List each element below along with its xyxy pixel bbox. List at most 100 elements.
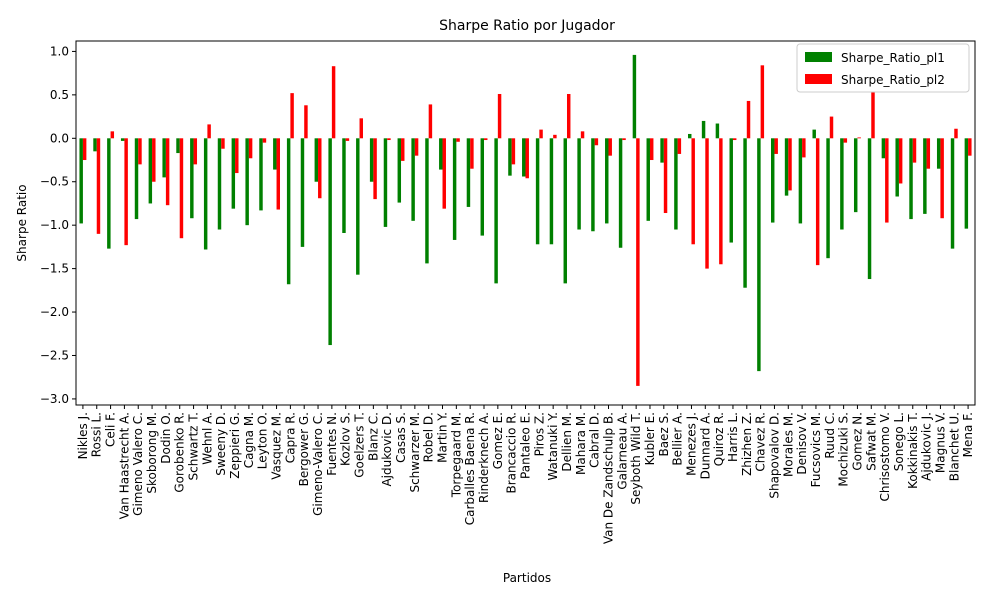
bar bbox=[466, 138, 471, 207]
x-tick-label: Seyboth Wild T. bbox=[629, 412, 643, 505]
bar bbox=[746, 100, 751, 139]
bar bbox=[217, 138, 222, 230]
bar bbox=[732, 138, 737, 141]
bar bbox=[926, 138, 931, 169]
x-tick-label: Piros Z. bbox=[532, 412, 546, 456]
x-tick-label: Dodin O. bbox=[159, 412, 173, 464]
bar bbox=[677, 138, 682, 154]
bar bbox=[871, 90, 875, 139]
x-tick-label: Ruud C. bbox=[823, 412, 837, 459]
bar bbox=[221, 138, 225, 149]
x-tick-label: Gorobenko R. bbox=[173, 412, 187, 493]
x-tick-label: Zhizhen Z. bbox=[740, 412, 754, 476]
bar bbox=[954, 128, 958, 139]
bar bbox=[373, 138, 377, 200]
y-tick-label: −2.5 bbox=[40, 348, 69, 362]
x-tick-label: Bellier A. bbox=[671, 412, 685, 466]
bar bbox=[152, 138, 156, 182]
bar bbox=[535, 138, 540, 245]
bar bbox=[508, 138, 512, 176]
bar bbox=[898, 138, 903, 184]
legend-label: Sharpe_Ratio_pl1 bbox=[841, 51, 945, 65]
y-tick-label: 0.0 bbox=[50, 131, 69, 145]
bar bbox=[276, 138, 281, 210]
bar bbox=[480, 138, 485, 236]
bar bbox=[719, 138, 723, 265]
bar bbox=[470, 138, 474, 169]
bar bbox=[760, 65, 765, 139]
x-tick-label: Nikles J. bbox=[76, 412, 90, 459]
x-tick-label: Vasquez M. bbox=[270, 412, 284, 480]
bar bbox=[165, 138, 170, 206]
bar bbox=[591, 138, 595, 232]
x-tick-label: Skoborong M. bbox=[145, 412, 159, 494]
legend-label: Sharpe_Ratio_pl2 bbox=[841, 73, 945, 87]
bar bbox=[563, 138, 567, 284]
bar bbox=[632, 54, 637, 139]
x-tick-label: Capra R. bbox=[283, 412, 297, 463]
bar bbox=[705, 138, 709, 269]
bar bbox=[784, 138, 789, 196]
x-tick-label: Sonego L. bbox=[892, 412, 906, 471]
y-tick-label: 1.0 bbox=[50, 44, 69, 58]
x-tick-label: Van Haastrecht A. bbox=[117, 412, 131, 519]
x-tick-label: Gomez E. bbox=[491, 412, 505, 469]
bar bbox=[286, 138, 291, 285]
bar bbox=[148, 138, 153, 204]
x-tick-label: Cabral D. bbox=[588, 412, 602, 468]
bar bbox=[262, 138, 267, 143]
y-tick-label: −0.5 bbox=[40, 175, 69, 189]
x-tick-label: Menezes J. bbox=[684, 412, 698, 476]
bar bbox=[318, 138, 322, 199]
bar bbox=[356, 138, 360, 275]
bar bbox=[511, 138, 516, 165]
bar bbox=[273, 138, 277, 170]
y-tick-label: −3.0 bbox=[40, 392, 69, 406]
bar bbox=[411, 138, 415, 221]
bar bbox=[162, 138, 166, 178]
y-tick-label: 0.5 bbox=[50, 88, 69, 102]
bar bbox=[425, 138, 429, 264]
bar bbox=[314, 138, 319, 182]
x-tick-label: Cagna M. bbox=[242, 412, 256, 468]
bar bbox=[331, 66, 336, 139]
x-tick-label: Carballes Baena R. bbox=[463, 412, 477, 525]
bar bbox=[815, 138, 820, 266]
bar bbox=[663, 138, 668, 214]
bar bbox=[549, 138, 554, 245]
bar bbox=[328, 138, 332, 346]
bar bbox=[428, 104, 433, 139]
bar bbox=[608, 138, 612, 156]
x-tick-label: Dellien M. bbox=[560, 412, 574, 472]
bar bbox=[826, 138, 830, 259]
bar bbox=[660, 138, 664, 163]
bar bbox=[649, 138, 654, 161]
x-tick-label: Kokkinakis T. bbox=[906, 412, 920, 489]
bar bbox=[701, 120, 706, 139]
bar bbox=[439, 138, 443, 170]
y-tick-label: −1.0 bbox=[40, 218, 69, 232]
bar bbox=[539, 129, 543, 139]
x-tick-label: Fuentes N. bbox=[325, 412, 339, 476]
bar bbox=[646, 138, 650, 221]
bar bbox=[120, 138, 125, 141]
bar bbox=[107, 138, 111, 249]
x-tick-label: Martin Y. bbox=[436, 412, 450, 463]
bar bbox=[179, 138, 184, 239]
bar bbox=[290, 93, 294, 139]
x-tick-label: Morales M. bbox=[781, 412, 795, 477]
x-tick-label: Gomez N. bbox=[850, 412, 864, 471]
bar bbox=[497, 93, 502, 139]
x-tick-label: Goelzers T. bbox=[353, 412, 367, 478]
bar bbox=[867, 138, 872, 280]
bar bbox=[193, 138, 198, 165]
bar bbox=[494, 138, 498, 284]
bar bbox=[245, 138, 249, 226]
x-tick-label: Casas S. bbox=[394, 412, 408, 463]
bar bbox=[553, 134, 557, 139]
bar bbox=[96, 138, 101, 234]
bar bbox=[881, 138, 886, 159]
bar bbox=[387, 138, 391, 141]
x-tick-label: Blanchet U. bbox=[947, 412, 961, 481]
